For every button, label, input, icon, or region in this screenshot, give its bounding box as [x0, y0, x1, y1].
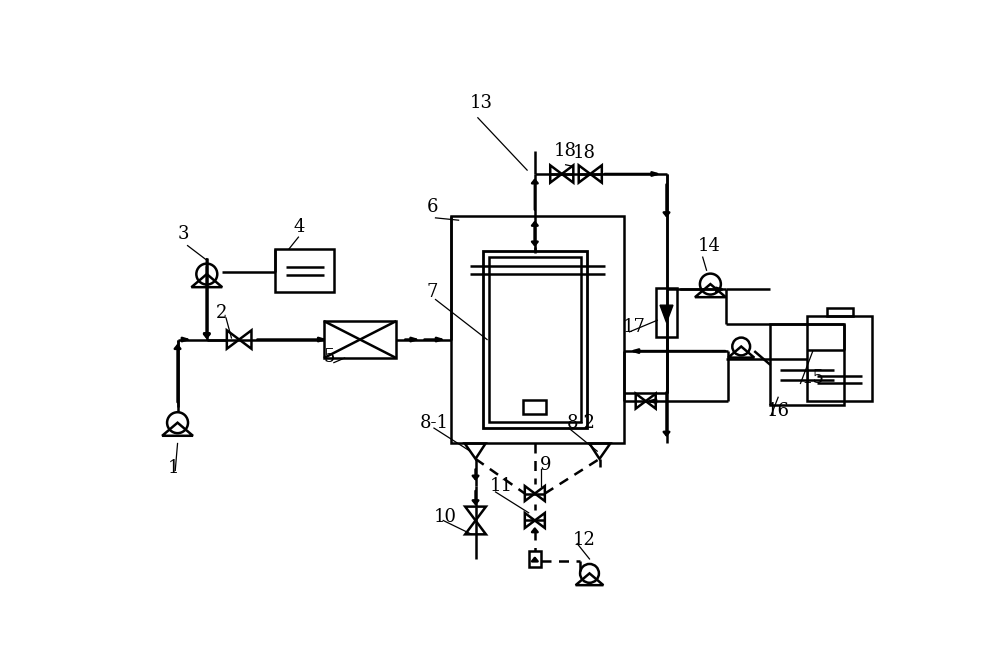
- Text: 18: 18: [554, 142, 577, 160]
- Bar: [489, 257, 581, 422]
- Text: 2: 2: [216, 304, 227, 321]
- Bar: [770, 324, 844, 405]
- Text: 17: 17: [623, 317, 645, 336]
- Text: 15: 15: [801, 370, 824, 388]
- Text: 8-2: 8-2: [566, 414, 595, 432]
- Text: 16: 16: [767, 402, 790, 420]
- Text: 3: 3: [178, 225, 189, 243]
- Bar: [275, 249, 334, 291]
- Bar: [324, 321, 396, 358]
- Text: 4: 4: [293, 217, 304, 235]
- Text: 6: 6: [426, 198, 438, 216]
- Bar: [529, 552, 541, 567]
- Text: 7: 7: [426, 283, 438, 301]
- Text: 9: 9: [539, 456, 551, 474]
- Bar: [807, 316, 872, 401]
- Text: 8-1: 8-1: [420, 414, 449, 432]
- Text: 13: 13: [470, 94, 493, 112]
- Bar: [523, 400, 546, 414]
- Text: 11: 11: [489, 477, 512, 495]
- Text: 5: 5: [324, 348, 335, 366]
- Text: 1: 1: [168, 459, 179, 477]
- Polygon shape: [660, 305, 673, 322]
- Text: 10: 10: [434, 508, 457, 526]
- Bar: [451, 216, 624, 444]
- Bar: [827, 308, 853, 316]
- Text: 14: 14: [697, 237, 720, 255]
- Text: 12: 12: [573, 531, 595, 549]
- Text: 18: 18: [573, 145, 596, 163]
- Bar: [483, 251, 587, 428]
- Bar: [656, 288, 677, 338]
